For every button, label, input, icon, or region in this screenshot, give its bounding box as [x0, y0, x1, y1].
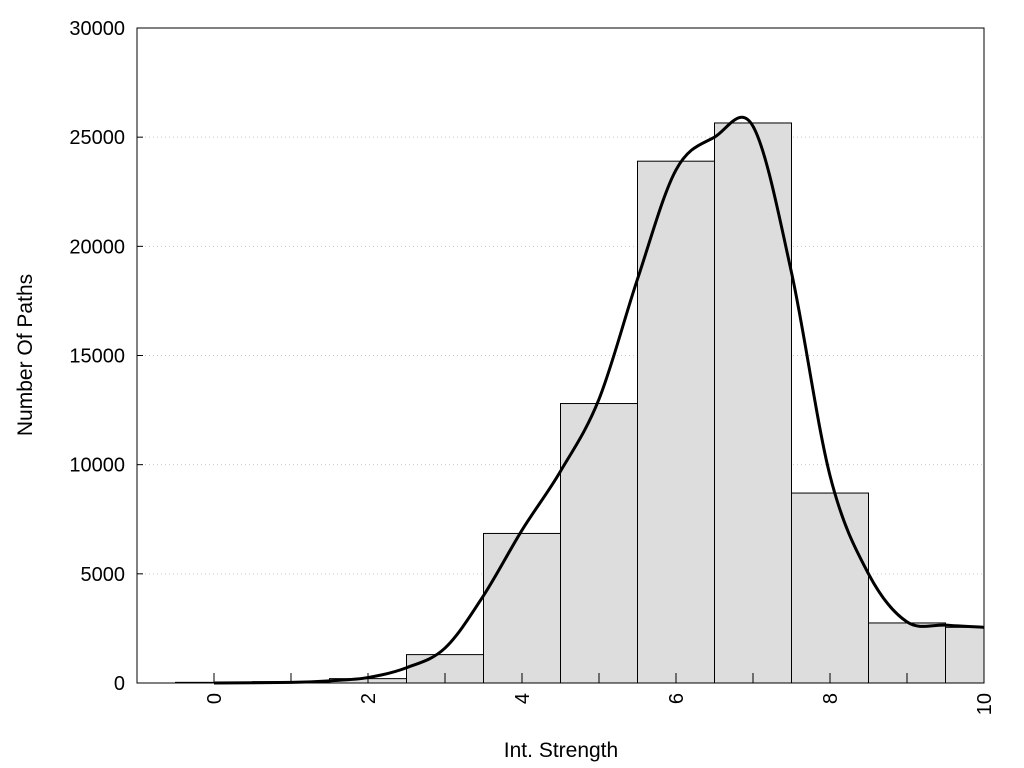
- y-tick-label-2: 10000: [69, 455, 125, 477]
- y-tick-label-6: 30000: [69, 18, 125, 40]
- x-tick-label-0: 0: [204, 693, 226, 704]
- y-tick-label-4: 20000: [69, 236, 125, 258]
- bar-7: [714, 122, 792, 684]
- y-tick-label-1: 5000: [81, 564, 126, 586]
- y-tick-label-3: 15000: [69, 346, 125, 368]
- y-tick-label-5: 25000: [69, 127, 125, 149]
- bars: [175, 122, 985, 684]
- bar-10: [945, 626, 985, 684]
- x-axis: 0 2 4 6 8 10: [204, 673, 996, 715]
- density-curve-line: [213, 115, 985, 685]
- density-curve: [213, 115, 985, 685]
- bar-4: [483, 532, 561, 684]
- bar-8: [791, 492, 869, 684]
- x-tick-label-3: 6: [666, 693, 688, 704]
- y-tick-label-0: 0: [114, 673, 125, 695]
- x-tick-label-5: 10: [974, 693, 996, 715]
- x-tick-label-4: 8: [820, 693, 842, 704]
- x-axis-title: Int. Strength: [504, 739, 618, 762]
- y-axis-title: Number Of Paths: [14, 274, 37, 436]
- x-tick-label-1: 2: [358, 693, 380, 704]
- x-tick-label-2: 4: [512, 693, 534, 704]
- y-axis: 0 5000 10000 15000 20000 25000 30000: [69, 18, 143, 695]
- bar-5: [560, 403, 638, 684]
